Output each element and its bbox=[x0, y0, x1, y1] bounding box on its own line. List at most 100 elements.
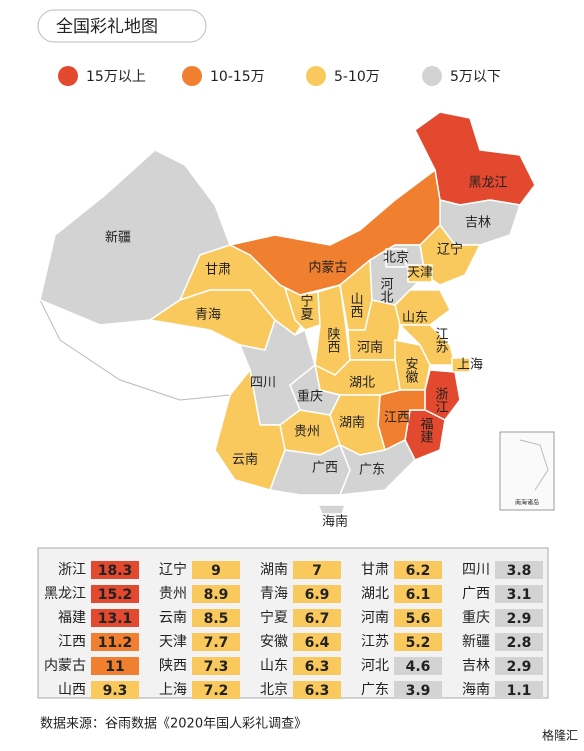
region-label: 北京 bbox=[383, 251, 409, 266]
region-label: 内蒙古 bbox=[308, 260, 347, 276]
cell-value: 8.9 bbox=[204, 587, 229, 603]
cell-value: 3.8 bbox=[507, 563, 532, 579]
cell-value: 7.2 bbox=[204, 683, 229, 699]
cell-name: 辽宁 bbox=[159, 561, 187, 578]
region-label: 新疆 bbox=[105, 230, 131, 246]
region-label: 天津 bbox=[407, 266, 433, 281]
table: 浙江 18.3 辽宁 9 湖南 7 甘肃 6.2 四川 3.8 黑龙江 15.2 贵州 8.9 青海 6.9 湖… bbox=[44, 561, 543, 699]
cell-value: 6.3 bbox=[305, 659, 330, 675]
cell-swatch bbox=[293, 657, 341, 675]
region-label: 陕西 bbox=[325, 327, 341, 353]
legend-label: 5万以下 bbox=[450, 69, 501, 85]
legend-label: 10-15万 bbox=[210, 69, 265, 85]
legend-swatch bbox=[422, 66, 442, 86]
cell-value: 3.9 bbox=[406, 683, 431, 699]
brand: 格隆汇 bbox=[542, 728, 578, 743]
cell-swatch bbox=[394, 609, 442, 627]
region-label: 浙江 bbox=[433, 387, 449, 413]
cell-name: 贵州 bbox=[159, 586, 187, 602]
cell-swatch bbox=[495, 609, 543, 627]
region-label: 福建 bbox=[418, 417, 434, 444]
cell-value: 5.6 bbox=[406, 611, 431, 627]
region-label: 河北 bbox=[378, 277, 394, 304]
region bbox=[407, 264, 433, 283]
legend-swatch bbox=[182, 66, 202, 86]
cell-name: 云南 bbox=[159, 610, 187, 626]
cell-value: 6.4 bbox=[305, 635, 330, 651]
cell-name: 山西 bbox=[58, 682, 86, 698]
region-label: 辽宁 bbox=[437, 242, 463, 258]
cell-name: 上海 bbox=[159, 682, 187, 698]
cell-swatch bbox=[495, 657, 543, 675]
cell-name: 广东 bbox=[361, 682, 389, 698]
region-label: 河南 bbox=[357, 340, 383, 356]
cell-name: 山东 bbox=[260, 658, 288, 674]
cell-value: 5.2 bbox=[406, 635, 431, 651]
cell-swatch bbox=[293, 585, 341, 603]
cell-swatch bbox=[495, 681, 543, 699]
cell-swatch bbox=[192, 609, 240, 627]
cell-value: 9 bbox=[211, 563, 221, 579]
cell-swatch bbox=[394, 633, 442, 651]
cell-value: 2.8 bbox=[507, 635, 532, 651]
cell-name: 湖北 bbox=[361, 586, 389, 602]
cell-name: 江西 bbox=[58, 634, 86, 650]
region-label: 黑龙江 bbox=[468, 176, 507, 191]
legend-label: 15万以上 bbox=[86, 69, 146, 85]
cell-swatch bbox=[192, 681, 240, 699]
region bbox=[316, 504, 347, 515]
legend-swatch bbox=[306, 66, 326, 86]
cell-swatch bbox=[293, 609, 341, 627]
cell-value: 6.1 bbox=[406, 587, 431, 603]
region-label: 江苏 bbox=[433, 327, 449, 353]
cell-swatch bbox=[91, 609, 139, 627]
cell-swatch bbox=[394, 681, 442, 699]
region-label: 湖南 bbox=[339, 415, 365, 431]
region bbox=[338, 438, 416, 496]
cell-swatch bbox=[495, 585, 543, 603]
cell-swatch bbox=[192, 561, 240, 579]
cell-name: 重庆 bbox=[462, 610, 490, 626]
region-label: 上海 bbox=[457, 358, 483, 373]
cell-value: 11 bbox=[105, 659, 124, 675]
cell-value: 4.6 bbox=[406, 659, 431, 675]
region bbox=[385, 248, 407, 268]
cell-swatch bbox=[192, 657, 240, 675]
cell-value: 11.2 bbox=[98, 635, 133, 651]
cell-swatch bbox=[495, 561, 543, 579]
cell-name: 海南 bbox=[462, 682, 490, 698]
cell-name: 江苏 bbox=[361, 634, 389, 650]
cell-value: 7 bbox=[312, 563, 322, 579]
region-label: 海南 bbox=[322, 514, 348, 530]
cell-name: 福建 bbox=[58, 610, 86, 626]
cell-value: 6.7 bbox=[305, 611, 330, 627]
title-box bbox=[37, 9, 207, 43]
region-label: 山西 bbox=[348, 292, 364, 318]
cell-value: 6.3 bbox=[305, 683, 330, 699]
legend-swatch bbox=[58, 66, 78, 86]
cell-value: 2.9 bbox=[507, 659, 532, 675]
cell-swatch bbox=[192, 633, 240, 651]
region-label: 重庆 bbox=[297, 389, 323, 405]
inset-label: 南海诸岛 bbox=[515, 499, 539, 507]
cell-swatch bbox=[91, 633, 139, 651]
cell-swatch bbox=[394, 585, 442, 603]
region-label: 甘肃 bbox=[205, 263, 231, 278]
region-label: 安徽 bbox=[403, 357, 419, 383]
cell-swatch bbox=[91, 561, 139, 579]
cell-swatch bbox=[293, 633, 341, 651]
cell-swatch bbox=[293, 561, 341, 579]
inset-box bbox=[499, 431, 555, 511]
cell-swatch bbox=[394, 657, 442, 675]
cell-name: 甘肃 bbox=[361, 562, 389, 578]
cell-swatch bbox=[495, 633, 543, 651]
region-label: 宁夏 bbox=[298, 293, 314, 320]
source: 数据来源：谷雨数据《2020年国人彩礼调查》 bbox=[40, 716, 307, 732]
cell-name: 浙江 bbox=[58, 562, 86, 578]
cell-name: 宁夏 bbox=[260, 609, 288, 626]
cell-name: 河南 bbox=[361, 610, 389, 626]
cell-name: 北京 bbox=[260, 682, 288, 698]
region-label: 江西 bbox=[384, 411, 410, 426]
region-label: 青海 bbox=[195, 308, 221, 323]
